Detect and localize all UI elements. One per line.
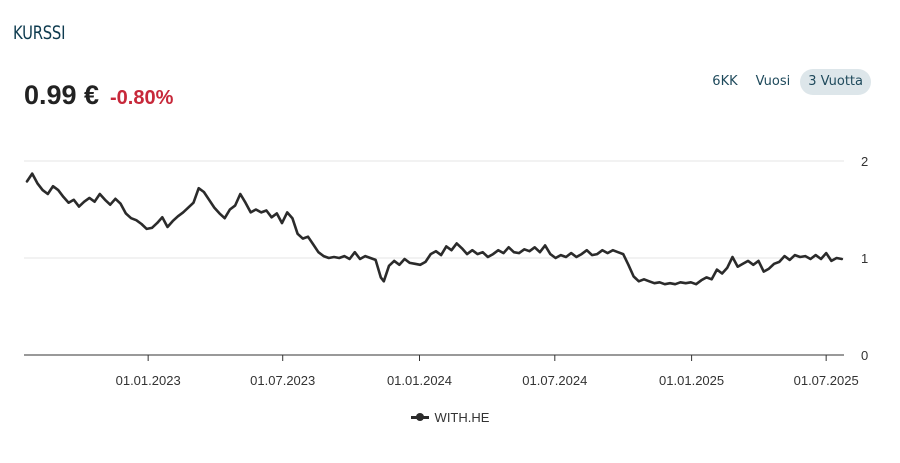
range-button-6kk[interactable]: 6KK	[712, 74, 738, 89]
range-selector: 6KK Vuosi 3 Vuotta	[704, 69, 871, 95]
y-tick-label: 0	[861, 348, 868, 363]
x-tick-label: 01.07.2024	[522, 373, 587, 388]
x-tick-label: 01.01.2024	[387, 373, 452, 388]
section-title: KURSSI	[13, 22, 66, 44]
range-button-vuosi[interactable]: Vuosi	[755, 74, 791, 89]
price-change-percent: -0.80%	[110, 87, 174, 109]
x-tick-label: 01.07.2023	[250, 373, 315, 388]
series-line-with-he	[25, 172, 844, 286]
legend-label: WITH.HE	[434, 410, 490, 425]
y-tick-label: 1	[861, 251, 868, 266]
legend-swatch-icon	[410, 413, 429, 421]
chart-legend[interactable]: WITH.HE	[0, 410, 900, 425]
x-tick-label: 01.01.2023	[116, 373, 181, 388]
y-tick-label: 2	[861, 154, 868, 169]
current-price: 0.99 €	[24, 80, 100, 110]
x-tick-label: 01.07.2025	[794, 373, 859, 388]
x-tick-label: 01.01.2025	[659, 373, 724, 388]
range-button-3-vuotta[interactable]: 3 Vuotta	[800, 69, 871, 95]
